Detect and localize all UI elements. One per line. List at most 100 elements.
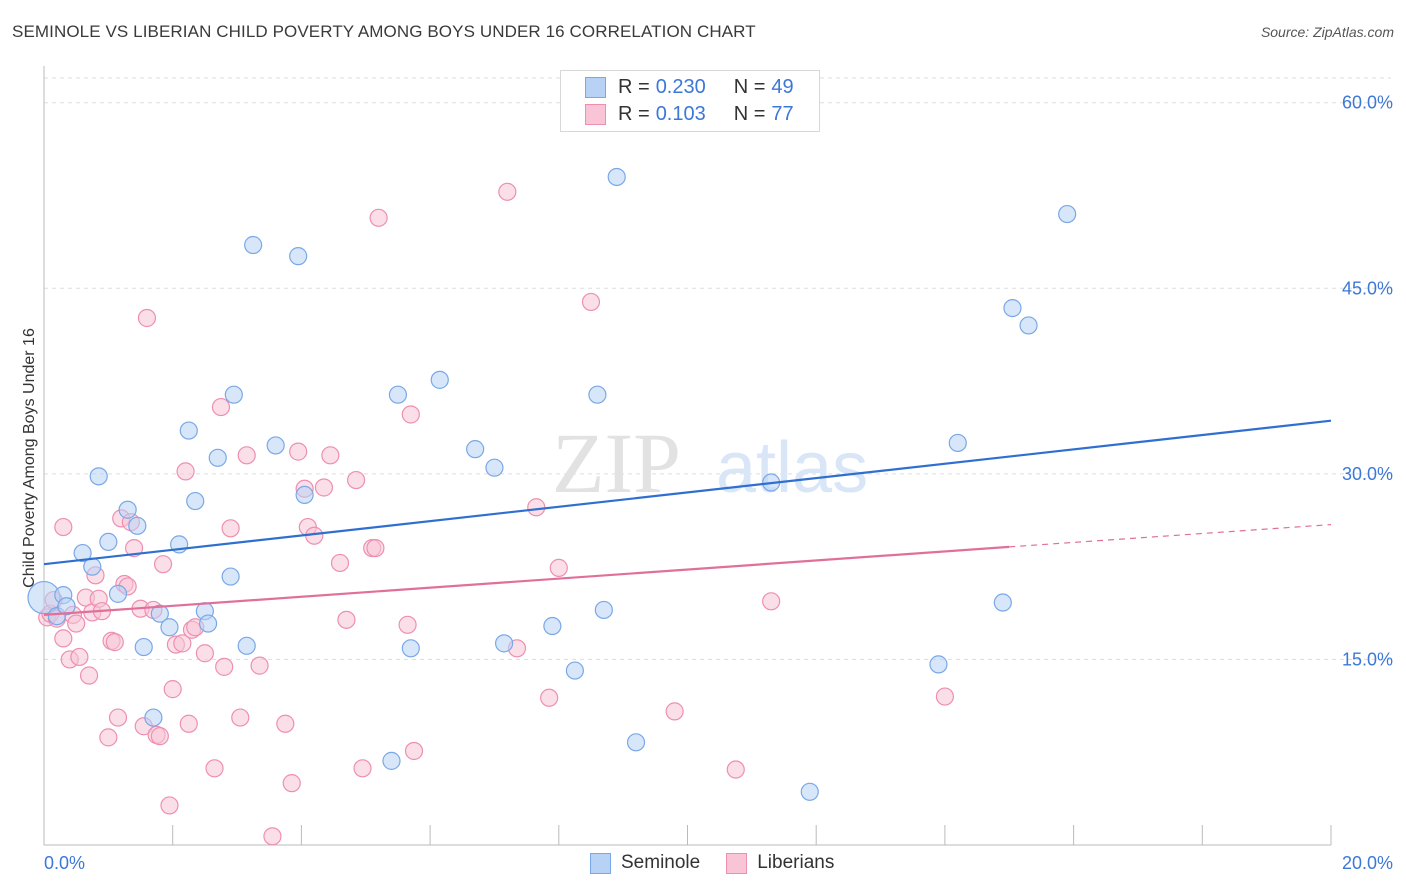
liberians-trend-extension — [1009, 523, 1332, 548]
seminole-point — [495, 634, 514, 653]
chart-title: SEMINOLE VS LIBERIAN CHILD POVERTY AMONG… — [12, 22, 756, 41]
liberians-point — [540, 688, 559, 707]
liberians-trend-line — [43, 545, 1010, 616]
seminole-point — [266, 436, 285, 455]
seminole-point — [993, 593, 1012, 612]
liberians-point — [263, 827, 282, 846]
source-credit: Source: ZipAtlas.com — [1260, 24, 1394, 40]
seminole-point — [594, 600, 613, 620]
seminole-point — [401, 639, 420, 658]
liberians-point — [527, 498, 546, 517]
liberians-point — [150, 727, 169, 746]
liberians-point — [314, 478, 334, 497]
x-tick-label: 20.0% — [1342, 853, 1393, 873]
seminole-point — [208, 448, 227, 467]
liberians-point — [346, 470, 366, 490]
liberians-point — [153, 555, 173, 574]
n-value: 49 — [771, 75, 794, 98]
seminole-point — [83, 557, 102, 576]
y-axis-label: Child Poverty Among Boys Under 16 — [21, 328, 38, 588]
liberians-point — [366, 538, 385, 558]
liberians-point — [581, 292, 601, 312]
liberians-point — [70, 647, 89, 667]
seminole-point — [485, 458, 504, 477]
liberians-point — [337, 610, 356, 629]
liberians-point — [211, 397, 231, 417]
seminole-legend-swatch — [590, 852, 611, 874]
seminole-point — [57, 597, 76, 616]
seminole-point — [382, 751, 401, 770]
correlation-legend: R = 0.230 N = 49 R = 0.103 N = 77 — [560, 70, 820, 132]
seminole-points — [27, 167, 1077, 801]
legend-item-liberians[interactable]: Liberians — [726, 852, 834, 874]
seminole-point — [221, 567, 240, 586]
y-tick-label: 30.0% — [1342, 464, 1393, 484]
watermark-zip: ZIP — [552, 415, 681, 511]
liberians-point — [237, 446, 256, 465]
liberians-point — [99, 728, 118, 747]
liberians-point — [137, 308, 157, 328]
seminole-point — [1003, 299, 1022, 318]
seminole-point — [388, 385, 408, 404]
y-tick-label: 60.0% — [1342, 93, 1393, 113]
seminole-point — [224, 385, 243, 404]
liberians-point — [549, 558, 568, 577]
seminole-point — [160, 618, 179, 637]
liberians-point — [330, 553, 350, 573]
liberians-point — [250, 656, 269, 675]
legend-item-seminole[interactable]: Seminole — [590, 852, 700, 874]
liberians-point — [160, 796, 179, 815]
n-label: N = — [733, 102, 766, 125]
seminole-point — [244, 235, 263, 255]
liberians-point — [498, 182, 517, 201]
seminole-swatch — [585, 76, 606, 98]
seminole-point — [144, 708, 163, 727]
seminole-point — [626, 733, 646, 752]
seminole-point — [128, 516, 147, 535]
liberians-point — [726, 760, 745, 779]
seminole-trend-line — [43, 419, 1332, 566]
liberians-point — [404, 741, 424, 761]
liberians-point — [401, 405, 420, 424]
seminole-point — [89, 467, 108, 486]
liberians-point — [762, 592, 781, 611]
liberians-point — [205, 759, 224, 778]
seminole-point — [198, 614, 218, 633]
liberians-legend-label: Liberians — [757, 852, 835, 873]
seminole-point — [466, 440, 485, 459]
seminole-point — [108, 584, 128, 603]
liberians-point — [54, 629, 73, 648]
seminole-point — [179, 421, 198, 440]
liberians-point — [665, 702, 684, 721]
seminole-point — [565, 661, 584, 680]
liberians-point — [67, 614, 86, 633]
r-label: R = — [618, 75, 650, 98]
liberians-point — [353, 759, 372, 778]
legend-row-seminole: R = 0.230 N = 49 — [585, 75, 794, 99]
y-tick-label: 45.0% — [1342, 278, 1393, 298]
seminole-point — [948, 433, 967, 453]
r-label: R = — [618, 102, 650, 125]
liberians-point — [289, 442, 308, 461]
r-value: 0.230 — [655, 75, 706, 98]
liberians-legend-swatch — [726, 852, 748, 874]
watermark-atlas: atlas — [716, 428, 868, 508]
seminole-point — [588, 385, 607, 404]
n-value: 77 — [771, 102, 794, 125]
series-legend: Seminole Liberians — [590, 852, 860, 874]
tick-labels: 15.0% 30.0% 45.0% 60.0% 0.0% 20.0% — [44, 93, 1393, 873]
seminole-point — [1058, 204, 1077, 224]
liberians-point — [282, 774, 301, 793]
liberians-point — [276, 714, 295, 733]
liberians-point — [369, 208, 388, 227]
legend-row-liberians: R = 0.103 N = 77 — [585, 102, 794, 126]
liberians-point — [231, 708, 250, 727]
liberians-point — [935, 687, 955, 706]
y-tick-label: 15.0% — [1342, 649, 1393, 669]
seminole-point — [430, 370, 449, 389]
seminole-point — [150, 604, 169, 623]
liberians-point — [108, 708, 128, 727]
liberians-point — [321, 446, 340, 465]
liberians-point — [163, 680, 182, 699]
